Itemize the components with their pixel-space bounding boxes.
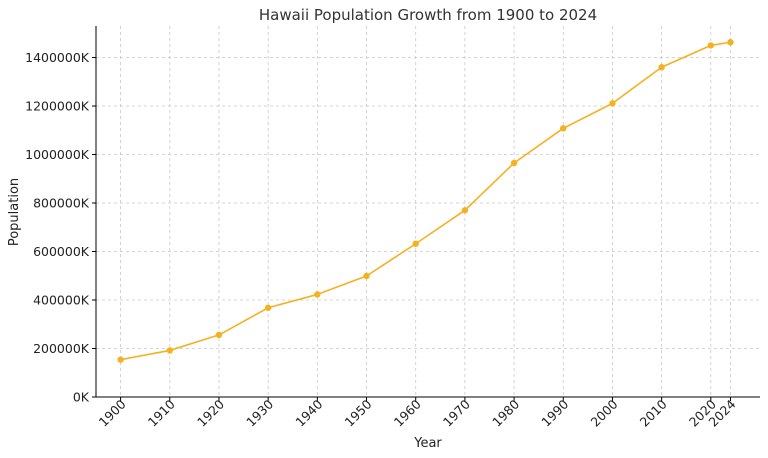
y-ticks: 0K 200000K 400000K 600000K 800000K 1000000K 12… <box>25 50 96 405</box>
x-axis-label: Year <box>413 436 442 451</box>
x-tick-label: 1900 <box>96 396 129 429</box>
x-tick-label: 1940 <box>292 396 325 429</box>
y-tick-label: 600000K <box>33 244 90 259</box>
x-tick-label: 2000 <box>587 396 620 429</box>
y-axis-label: Population <box>7 178 22 246</box>
data-point <box>314 291 321 298</box>
y-tick-label: 200000K <box>33 341 90 356</box>
data-point <box>727 39 734 46</box>
x-tick-label: 1910 <box>145 396 178 429</box>
data-point <box>560 125 567 132</box>
data-point <box>707 42 715 49</box>
data-point <box>609 100 616 107</box>
data-points <box>117 39 734 363</box>
chart-title: Hawaii Population Growth from 1900 to 20… <box>259 6 597 24</box>
data-point <box>117 356 124 363</box>
x-tick-label: 2010 <box>637 396 670 429</box>
data-point <box>510 159 518 167</box>
x-tick-label: 1990 <box>538 396 571 429</box>
data-point <box>215 331 223 339</box>
x-ticks: 1900 1910 1920 1930 1940 1950 1960 1970 1980 1990… <box>96 396 739 429</box>
x-tick-label: 1950 <box>342 396 375 429</box>
x-tick-label: 1980 <box>489 396 522 429</box>
y-tick-label: 1400000K <box>25 50 90 65</box>
data-point <box>461 207 469 214</box>
x-tick-label: 1930 <box>243 396 276 429</box>
grid <box>96 26 760 397</box>
series-line-layer <box>120 41 731 361</box>
data-point <box>363 272 370 280</box>
data-point <box>264 304 272 311</box>
y-tick-label: 1000000K <box>25 147 90 162</box>
x-tick-label: 1970 <box>440 396 473 429</box>
x-tick-label: 1960 <box>391 396 424 429</box>
y-tick-label: 0K <box>73 390 90 405</box>
data-point <box>412 240 419 247</box>
data-point <box>166 347 173 354</box>
y-tick-label: 1200000K <box>25 99 90 114</box>
x-tick-label: 1920 <box>194 396 227 429</box>
data-point <box>658 64 665 71</box>
series-line <box>120 41 731 361</box>
y-tick-label: 400000K <box>33 293 90 308</box>
y-tick-label: 800000K <box>33 196 90 211</box>
